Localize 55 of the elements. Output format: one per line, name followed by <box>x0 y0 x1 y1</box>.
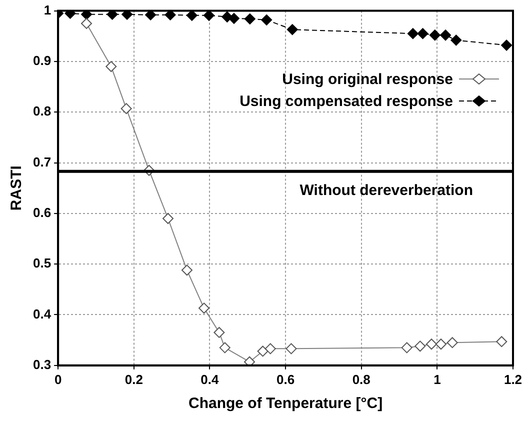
point <box>264 343 276 354</box>
point <box>414 340 426 352</box>
point <box>244 356 256 366</box>
ref-line-label: Without dereverberation <box>300 182 473 200</box>
y-tick-label: 1 <box>44 2 52 18</box>
point <box>286 343 297 354</box>
y-axis-title: RASTI <box>8 166 26 211</box>
x-tick-label: 0.8 <box>352 372 370 387</box>
point <box>219 342 230 354</box>
point <box>501 40 512 51</box>
y-tick-label: 0.3 <box>32 356 52 372</box>
x-tick-label: 0.2 <box>124 372 143 387</box>
legend-label: Using original response <box>282 70 453 88</box>
point <box>203 10 214 21</box>
x-tick-label: 0 <box>54 372 62 387</box>
x-tick-label: 1.2 <box>504 372 522 387</box>
x-tick-label: 0.6 <box>276 372 295 387</box>
point <box>162 212 174 224</box>
x-axis-title: Change of Tenperature [°C] <box>188 395 383 412</box>
point <box>407 28 418 40</box>
y-tick-label: 0.6 <box>32 205 52 220</box>
point <box>450 34 462 46</box>
point <box>145 10 156 20</box>
point <box>81 10 92 20</box>
point <box>164 10 176 20</box>
point <box>401 342 412 354</box>
y-tick-label: 0.7 <box>32 154 52 170</box>
point <box>286 24 298 36</box>
point <box>106 10 118 20</box>
y-tick-label: 0.8 <box>32 104 52 119</box>
y-tick-label: 0.5 <box>32 256 52 271</box>
point <box>214 326 225 338</box>
point <box>228 12 240 24</box>
point <box>120 103 132 114</box>
x-tick-label: 1 <box>434 372 441 387</box>
point <box>181 264 192 276</box>
point <box>186 10 198 21</box>
point <box>417 28 428 40</box>
point <box>446 337 458 348</box>
legend-label: Using compensated response <box>240 92 453 110</box>
point <box>198 302 210 314</box>
point <box>257 346 268 357</box>
y-tick-label: 0.9 <box>32 53 52 68</box>
point <box>435 338 446 350</box>
point <box>429 30 440 41</box>
point <box>261 14 272 26</box>
point <box>426 338 437 350</box>
x-tick-label: 0.4 <box>200 372 220 387</box>
point <box>106 61 117 72</box>
point <box>122 10 133 20</box>
point <box>496 336 508 348</box>
point <box>244 13 256 24</box>
point <box>440 30 452 41</box>
point <box>81 18 92 29</box>
y-tick-label: 0.4 <box>32 306 52 322</box>
